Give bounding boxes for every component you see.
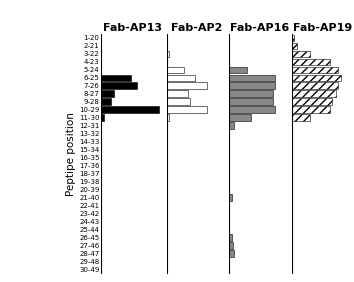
Y-axis label: Peptipe position: Peptipe position [66, 112, 76, 196]
Bar [292, 107, 330, 113]
Bar [229, 107, 275, 113]
Bar [292, 35, 295, 41]
Bar [166, 50, 169, 57]
Bar [229, 194, 232, 201]
Bar [229, 122, 234, 129]
Bar [101, 74, 131, 81]
Bar [166, 98, 190, 105]
Bar [292, 43, 297, 49]
Title: Fab-AP2: Fab-AP2 [171, 23, 222, 33]
Title: Fab-AP19: Fab-AP19 [293, 23, 352, 33]
Bar [229, 91, 273, 97]
Bar [166, 114, 169, 121]
Bar [166, 83, 206, 89]
Title: Fab-AP13: Fab-AP13 [103, 23, 162, 33]
Bar [166, 67, 184, 73]
Bar [229, 98, 273, 105]
Bar [292, 114, 310, 121]
Bar [101, 107, 159, 113]
Bar [229, 67, 247, 73]
Title: Fab-AP16: Fab-AP16 [230, 23, 289, 33]
Bar [229, 74, 275, 81]
Bar [292, 98, 332, 105]
Bar [229, 234, 232, 241]
Bar [292, 50, 310, 57]
Bar [101, 91, 114, 97]
Bar [292, 67, 338, 73]
Bar [292, 91, 336, 97]
Bar [166, 74, 195, 81]
Bar [229, 250, 234, 257]
Bar [166, 107, 206, 113]
Bar [292, 59, 330, 65]
Bar [229, 242, 233, 249]
Bar [229, 83, 275, 89]
Bar [101, 98, 112, 105]
Bar [229, 114, 251, 121]
Bar [166, 91, 188, 97]
Bar [292, 83, 338, 89]
Bar [101, 114, 104, 121]
Bar [101, 83, 137, 89]
Bar [292, 74, 341, 81]
